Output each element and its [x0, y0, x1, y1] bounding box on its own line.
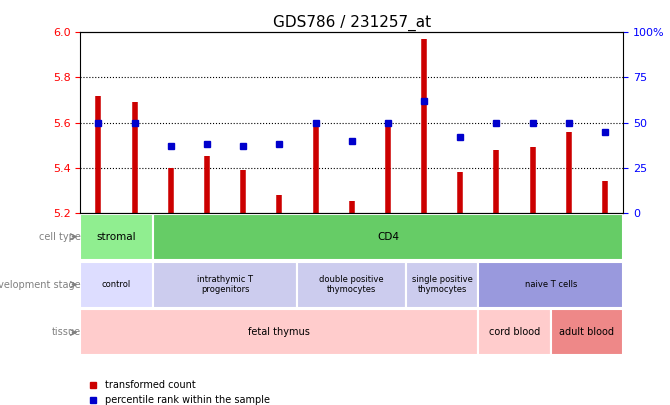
Bar — [478, 309, 551, 356]
Text: intrathymic T
progenitors: intrathymic T progenitors — [197, 275, 253, 294]
Bar — [80, 214, 153, 260]
Bar — [153, 262, 297, 307]
Bar — [80, 309, 478, 356]
Text: CD4: CD4 — [377, 232, 399, 242]
Bar — [478, 262, 623, 307]
Bar — [406, 262, 478, 307]
Title: GDS786 / 231257_at: GDS786 / 231257_at — [273, 15, 431, 31]
Text: adult blood: adult blood — [559, 328, 614, 337]
Text: single positive
thymocytes: single positive thymocytes — [412, 275, 472, 294]
Legend: transformed count, percentile rank within the sample: transformed count, percentile rank withi… — [85, 376, 273, 405]
Text: naive T cells: naive T cells — [525, 280, 577, 289]
Text: double positive
thymocytes: double positive thymocytes — [320, 275, 384, 294]
Text: control: control — [102, 280, 131, 289]
Text: fetal thymus: fetal thymus — [249, 328, 310, 337]
Text: cord blood: cord blood — [489, 328, 540, 337]
Text: cell type: cell type — [38, 232, 80, 242]
Bar — [297, 262, 406, 307]
Text: tissue: tissue — [52, 328, 80, 337]
Text: stromal: stromal — [96, 232, 137, 242]
Text: development stage: development stage — [0, 279, 80, 290]
Bar — [551, 309, 623, 356]
Bar — [153, 214, 623, 260]
Bar — [80, 262, 153, 307]
